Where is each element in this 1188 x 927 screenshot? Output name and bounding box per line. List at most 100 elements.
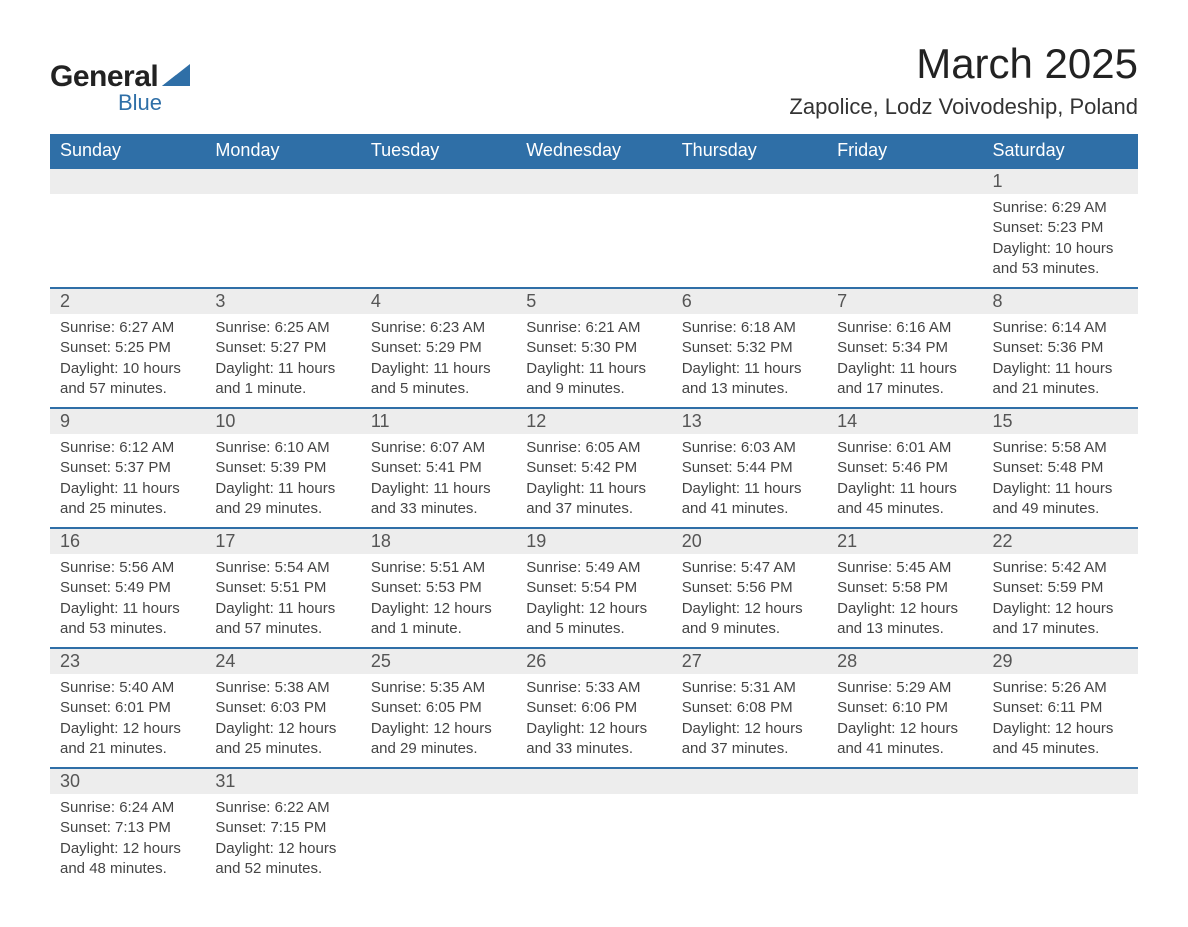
day-day2-label: and 9 minutes. [682,619,817,639]
day-sunrise-label: Sunrise: 5:56 AM [60,558,195,578]
day-sunrise-label: Sunrise: 5:54 AM [215,558,350,578]
day-data-cell: Sunrise: 5:33 AMSunset: 6:06 PMDaylight:… [516,674,671,768]
day-number-cell: 21 [827,528,982,554]
day-day2-label: and 17 minutes. [837,379,972,399]
day-data-cell: Sunrise: 5:51 AMSunset: 5:53 PMDaylight:… [361,554,516,648]
day-sunrise-label: Sunrise: 6:25 AM [215,318,350,338]
col-wednesday: Wednesday [516,134,671,168]
day-day1-label: Daylight: 12 hours [60,719,195,739]
day-sunset-label: Sunset: 6:05 PM [371,698,506,718]
day-number-cell: 31 [205,768,360,794]
week-data-row: Sunrise: 6:12 AMSunset: 5:37 PMDaylight:… [50,434,1138,528]
day-sunrise-label: Sunrise: 6:18 AM [682,318,817,338]
day-number-cell [516,768,671,794]
day-data-cell: Sunrise: 6:05 AMSunset: 5:42 PMDaylight:… [516,434,671,528]
day-sunset-label: Sunset: 6:03 PM [215,698,350,718]
day-sunrise-label: Sunrise: 6:24 AM [60,798,195,818]
month-title: March 2025 [789,40,1138,88]
day-day1-label: Daylight: 11 hours [215,359,350,379]
week-data-row: Sunrise: 5:56 AMSunset: 5:49 PMDaylight:… [50,554,1138,648]
day-number-cell [983,768,1138,794]
day-number-cell: 11 [361,408,516,434]
day-day1-label: Daylight: 11 hours [837,359,972,379]
day-number-cell [50,168,205,194]
day-sunset-label: Sunset: 6:08 PM [682,698,817,718]
day-data-cell [361,194,516,288]
day-sunset-label: Sunset: 5:25 PM [60,338,195,358]
day-data-cell: Sunrise: 6:16 AMSunset: 5:34 PMDaylight:… [827,314,982,408]
day-number-cell: 15 [983,408,1138,434]
day-sunset-label: Sunset: 5:41 PM [371,458,506,478]
day-day2-label: and 13 minutes. [837,619,972,639]
day-number-cell: 29 [983,648,1138,674]
week-number-row: 1 [50,168,1138,194]
day-day2-label: and 21 minutes. [60,739,195,759]
day-data-cell: Sunrise: 5:26 AMSunset: 6:11 PMDaylight:… [983,674,1138,768]
day-number-cell [516,168,671,194]
day-number-cell: 24 [205,648,360,674]
week-number-row: 9101112131415 [50,408,1138,434]
day-data-cell: Sunrise: 6:24 AMSunset: 7:13 PMDaylight:… [50,794,205,887]
day-sunrise-label: Sunrise: 6:29 AM [993,198,1128,218]
day-number-cell [361,168,516,194]
day-data-cell: Sunrise: 6:12 AMSunset: 5:37 PMDaylight:… [50,434,205,528]
day-data-cell: Sunrise: 6:25 AMSunset: 5:27 PMDaylight:… [205,314,360,408]
day-day2-label: and 33 minutes. [371,499,506,519]
day-sunrise-label: Sunrise: 5:29 AM [837,678,972,698]
day-sunset-label: Sunset: 5:36 PM [993,338,1128,358]
day-day2-label: and 48 minutes. [60,859,195,879]
day-day2-label: and 57 minutes. [60,379,195,399]
day-sunrise-label: Sunrise: 5:26 AM [993,678,1128,698]
day-sunset-label: Sunset: 7:13 PM [60,818,195,838]
day-data-cell [672,194,827,288]
day-data-cell: Sunrise: 5:45 AMSunset: 5:58 PMDaylight:… [827,554,982,648]
col-thursday: Thursday [672,134,827,168]
day-day2-label: and 37 minutes. [682,739,817,759]
day-day1-label: Daylight: 12 hours [837,719,972,739]
day-number-cell: 7 [827,288,982,314]
day-day1-label: Daylight: 11 hours [60,599,195,619]
day-day2-label: and 41 minutes. [837,739,972,759]
day-day2-label: and 49 minutes. [993,499,1128,519]
day-sunset-label: Sunset: 5:34 PM [837,338,972,358]
day-sunset-label: Sunset: 5:48 PM [993,458,1128,478]
day-day2-label: and 1 minute. [371,619,506,639]
day-number-cell: 30 [50,768,205,794]
day-sunset-label: Sunset: 5:23 PM [993,218,1128,238]
day-day1-label: Daylight: 11 hours [682,479,817,499]
day-sunset-label: Sunset: 5:44 PM [682,458,817,478]
day-sunrise-label: Sunrise: 5:49 AM [526,558,661,578]
day-day2-label: and 5 minutes. [371,379,506,399]
day-sunrise-label: Sunrise: 5:58 AM [993,438,1128,458]
day-sunset-label: Sunset: 5:30 PM [526,338,661,358]
day-day2-label: and 45 minutes. [993,739,1128,759]
day-day1-label: Daylight: 11 hours [371,479,506,499]
day-sunset-label: Sunset: 5:58 PM [837,578,972,598]
day-data-cell: Sunrise: 5:49 AMSunset: 5:54 PMDaylight:… [516,554,671,648]
day-sunrise-label: Sunrise: 6:21 AM [526,318,661,338]
day-data-cell: Sunrise: 6:10 AMSunset: 5:39 PMDaylight:… [205,434,360,528]
day-day1-label: Daylight: 11 hours [215,599,350,619]
day-number-cell: 19 [516,528,671,554]
day-number-cell: 14 [827,408,982,434]
day-data-cell [516,194,671,288]
day-number-cell: 25 [361,648,516,674]
day-sunset-label: Sunset: 6:01 PM [60,698,195,718]
day-day2-label: and 1 minute. [215,379,350,399]
day-day2-label: and 13 minutes. [682,379,817,399]
day-data-cell [983,794,1138,887]
day-sunset-label: Sunset: 5:54 PM [526,578,661,598]
day-number-cell: 1 [983,168,1138,194]
day-sunrise-label: Sunrise: 6:22 AM [215,798,350,818]
day-data-cell: Sunrise: 5:35 AMSunset: 6:05 PMDaylight:… [361,674,516,768]
day-data-cell: Sunrise: 5:56 AMSunset: 5:49 PMDaylight:… [50,554,205,648]
week-data-row: Sunrise: 6:27 AMSunset: 5:25 PMDaylight:… [50,314,1138,408]
week-data-row: Sunrise: 5:40 AMSunset: 6:01 PMDaylight:… [50,674,1138,768]
day-day2-label: and 29 minutes. [371,739,506,759]
header-bar: General Blue March 2025 Zapolice, Lodz V… [50,40,1138,120]
day-day1-label: Daylight: 11 hours [837,479,972,499]
day-day1-label: Daylight: 12 hours [60,839,195,859]
day-data-cell: Sunrise: 6:29 AMSunset: 5:23 PMDaylight:… [983,194,1138,288]
day-day1-label: Daylight: 10 hours [60,359,195,379]
day-day2-label: and 33 minutes. [526,739,661,759]
